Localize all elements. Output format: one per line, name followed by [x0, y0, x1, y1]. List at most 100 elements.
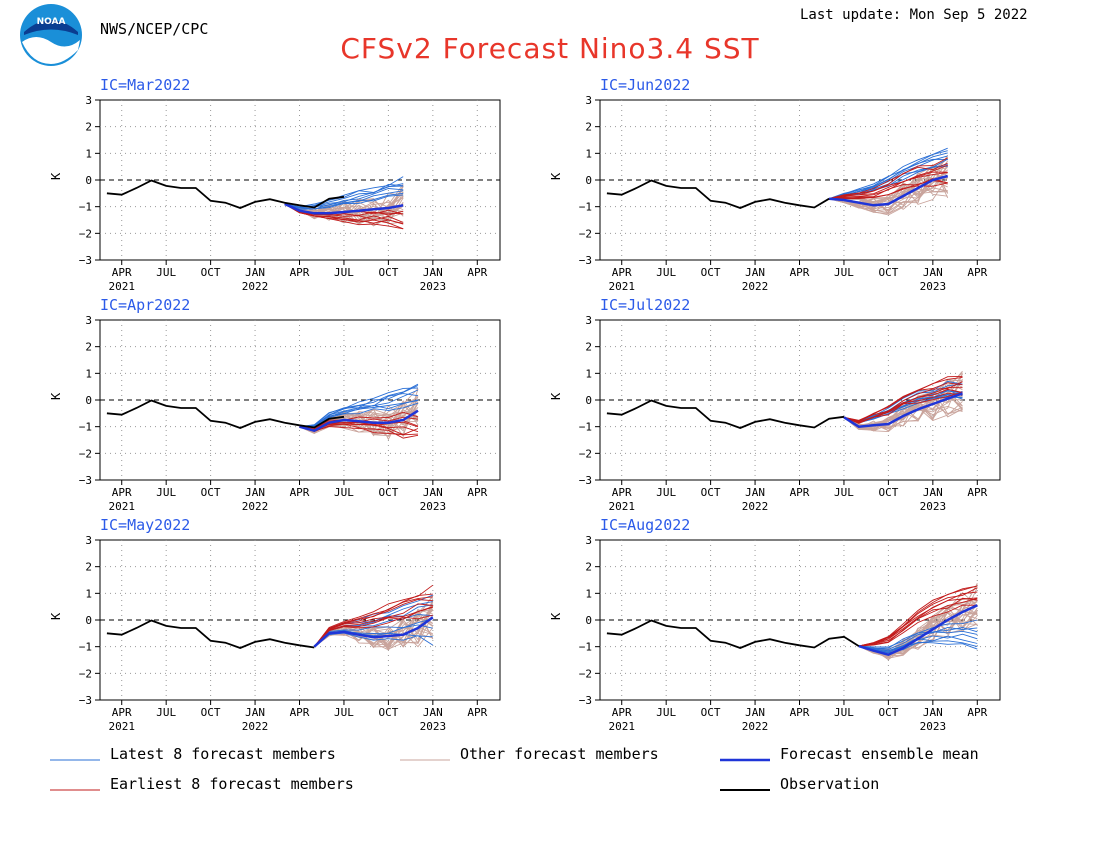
x-tick-label: JUL [834, 486, 854, 499]
earliest-member-line [858, 591, 978, 647]
y-tick-label: −1 [579, 641, 592, 654]
x-tick-label: JAN [423, 706, 443, 719]
y-axis-label: K [549, 612, 563, 620]
x-year-label: 2023 [920, 280, 947, 293]
latest-member-line [314, 632, 434, 648]
x-tick-label: APR [467, 706, 487, 719]
latest-member-line [284, 192, 404, 210]
y-tick-label: 0 [585, 394, 592, 407]
y-tick-label: 3 [585, 314, 592, 327]
y-tick-label: −1 [579, 421, 592, 434]
x-tick-label: JUL [334, 266, 354, 279]
x-tick-label: OCT [701, 706, 721, 719]
x-tick-label: JAN [423, 486, 443, 499]
y-tick-label: −2 [79, 667, 92, 680]
x-tick-label: JAN [423, 266, 443, 279]
x-year-label: 2021 [608, 500, 635, 513]
x-tick-label: JAN [745, 486, 765, 499]
y-tick-label: 1 [85, 587, 92, 600]
latest-member-line [284, 188, 404, 209]
x-tick-label: OCT [378, 486, 398, 499]
x-tick-label: APR [467, 266, 487, 279]
earliest-member-line [829, 171, 948, 200]
x-tick-label: JAN [923, 486, 943, 499]
y-tick-label: −1 [79, 641, 92, 654]
latest-member-line [299, 387, 419, 428]
other-member-line [858, 607, 978, 659]
observation-line [606, 399, 845, 429]
x-year-label: 2021 [108, 720, 135, 733]
x-tick-label: OCT [378, 706, 398, 719]
x-tick-label: OCT [701, 486, 721, 499]
earliest-member-line [858, 597, 978, 647]
y-tick-label: 0 [585, 174, 592, 187]
y-tick-label: 1 [585, 147, 592, 160]
x-year-label: 2021 [608, 280, 635, 293]
x-tick-label: APR [112, 266, 132, 279]
x-tick-label: APR [112, 486, 132, 499]
x-tick-label: JUL [656, 706, 676, 719]
observation-line [106, 619, 315, 649]
latest-member-line [299, 399, 419, 428]
y-tick-label: 3 [85, 314, 92, 327]
x-tick-label: OCT [878, 706, 898, 719]
x-tick-label: OCT [878, 486, 898, 499]
ensemble-mean-line [299, 409, 419, 433]
earliest-member-line [299, 423, 419, 436]
x-tick-label: APR [612, 266, 632, 279]
x-tick-label: JUL [656, 486, 676, 499]
y-tick-label: 1 [585, 367, 592, 380]
earliest-member-line [828, 157, 948, 200]
y-tick-label: 0 [85, 614, 92, 627]
x-tick-label: APR [112, 706, 132, 719]
x-year-label: 2022 [742, 280, 769, 293]
other-member-line [843, 378, 963, 427]
x-tick-label: JUL [656, 266, 676, 279]
x-year-label: 2022 [242, 500, 269, 513]
ensemble-mean-line [313, 616, 434, 648]
y-tick-label: 0 [85, 174, 92, 187]
x-year-label: 2021 [608, 720, 635, 733]
x-tick-label: JUL [334, 706, 354, 719]
x-tick-label: APR [967, 706, 987, 719]
y-tick-label: −2 [579, 227, 592, 240]
earliest-member-line [313, 614, 433, 648]
x-year-label: 2022 [742, 720, 769, 733]
x-tick-label: APR [290, 706, 310, 719]
earliest-member-line [843, 391, 963, 424]
y-tick-label: −1 [79, 201, 92, 214]
x-tick-label: JUL [156, 486, 176, 499]
other-member-line [829, 183, 948, 207]
latest-member-line [858, 626, 978, 650]
x-year-label: 2023 [420, 720, 447, 733]
y-tick-label: 0 [85, 394, 92, 407]
x-tick-label: APR [967, 266, 987, 279]
y-tick-label: 1 [85, 147, 92, 160]
y-tick-label: −2 [79, 447, 92, 460]
x-year-label: 2023 [420, 500, 447, 513]
ic-label: IC=Mar2022 [100, 76, 190, 94]
observation-line [106, 179, 345, 209]
ic-label: IC=May2022 [100, 516, 190, 534]
ic-label: IC=Jun2022 [600, 76, 690, 94]
y-tick-label: 0 [585, 614, 592, 627]
y-tick-label: −1 [79, 421, 92, 434]
y-axis-label: K [549, 392, 563, 400]
earliest-member-line [858, 604, 978, 647]
y-tick-label: −3 [579, 474, 592, 487]
earliest-member-line [299, 411, 419, 430]
latest-member-line [828, 150, 948, 200]
observation-line [606, 619, 860, 649]
y-axis-label: K [49, 172, 63, 180]
x-tick-label: OCT [378, 266, 398, 279]
y-axis-label: K [49, 392, 63, 400]
x-tick-label: JAN [245, 706, 265, 719]
other-member-line [829, 167, 948, 211]
x-tick-label: JUL [156, 706, 176, 719]
y-tick-label: −3 [79, 694, 92, 707]
x-tick-label: APR [612, 706, 632, 719]
earliest-member-line [284, 203, 404, 225]
observation-line [606, 179, 830, 209]
ic-label: IC=Jul2022 [600, 296, 690, 314]
